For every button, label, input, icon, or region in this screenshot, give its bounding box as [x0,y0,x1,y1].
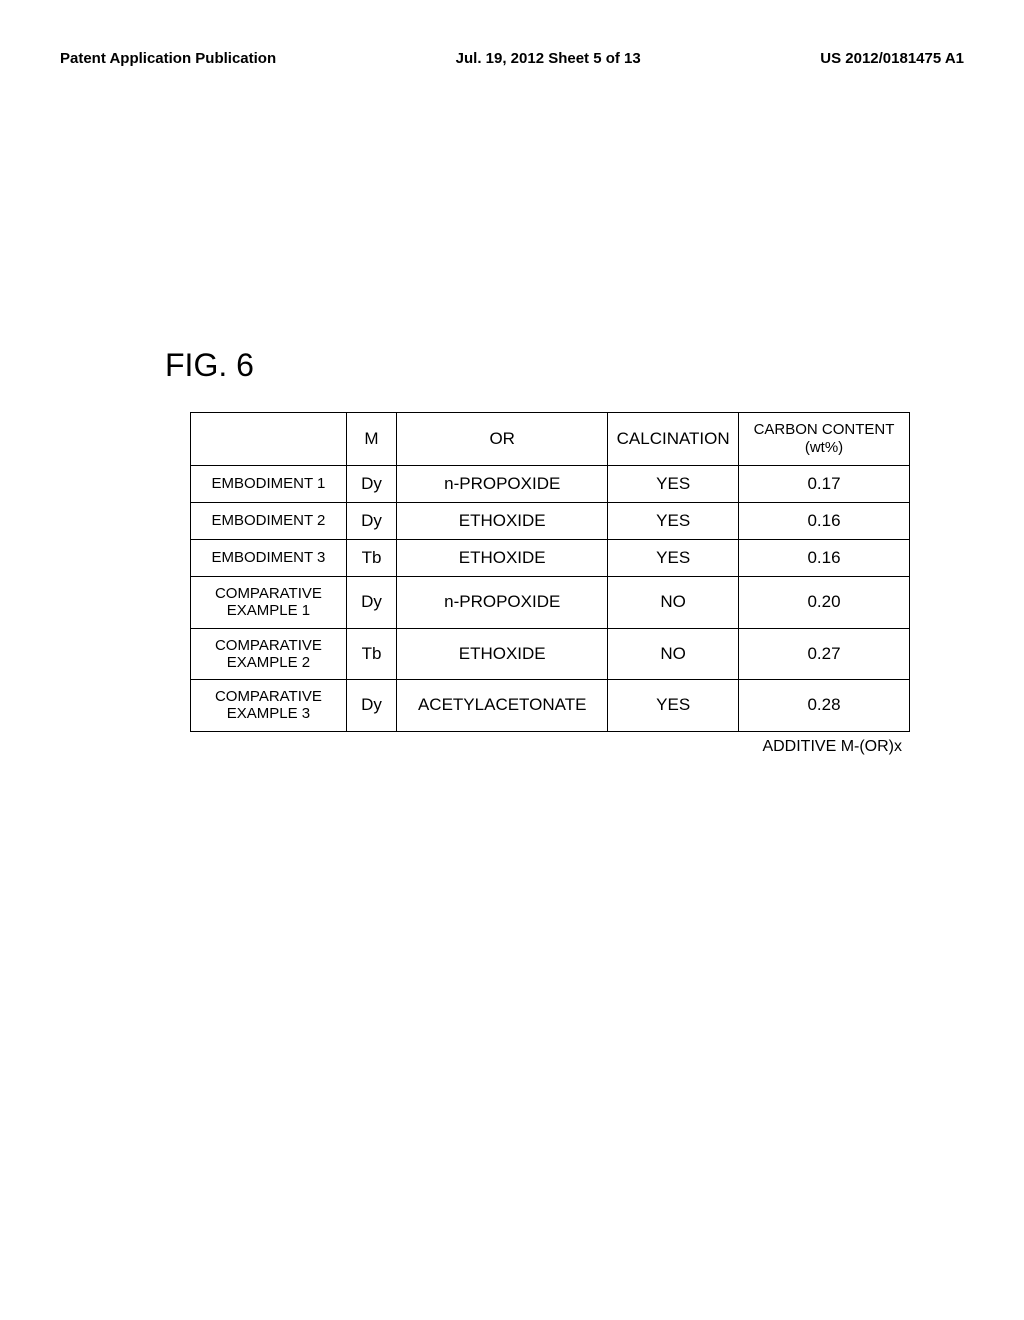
cell-m: Tb [346,540,396,577]
cell-calcination: NO [608,628,739,680]
cell-or: ETHOXIDE [397,628,608,680]
col-header-or: OR [397,413,608,466]
row-label: COMPARATIVE EXAMPLE 3 [191,680,347,732]
row-label-line2: EXAMPLE 2 [227,654,310,671]
table-row: EMBODIMENT 2 Dy ETHOXIDE YES 0.16 [191,503,910,540]
table-footnote: ADDITIVE M-(OR)x [190,738,910,756]
header-right: US 2012/0181475 A1 [820,50,964,67]
cell-carbon: 0.17 [739,466,910,503]
table-row: EMBODIMENT 3 Tb ETHOXIDE YES 0.16 [191,540,910,577]
cell-calcination: NO [608,577,739,629]
cell-calcination: YES [608,503,739,540]
row-label-line1: COMPARATIVE [215,688,322,705]
col-header-calcination: CALCINATION [608,413,739,466]
cell-carbon: 0.16 [739,503,910,540]
cell-carbon: 0.27 [739,628,910,680]
header-center: Jul. 19, 2012 Sheet 5 of 13 [456,50,641,67]
header-left: Patent Application Publication [60,50,276,67]
cell-or: ETHOXIDE [397,540,608,577]
carbon-header-line2: (wt%) [805,439,843,456]
cell-calcination: YES [608,540,739,577]
table-row: EMBODIMENT 1 Dy n-PROPOXIDE YES 0.17 [191,466,910,503]
cell-m: Dy [346,503,396,540]
figure-label: FIG. 6 [165,347,964,384]
cell-calcination: YES [608,466,739,503]
cell-calcination: YES [608,680,739,732]
data-table: M OR CALCINATION CARBON CONTENT (wt%) EM… [190,412,910,732]
row-label: COMPARATIVE EXAMPLE 1 [191,577,347,629]
page-header: Patent Application Publication Jul. 19, … [60,50,964,67]
col-header-carbon: CARBON CONTENT (wt%) [739,413,910,466]
table-header-row: M OR CALCINATION CARBON CONTENT (wt%) [191,413,910,466]
row-label: COMPARATIVE EXAMPLE 2 [191,628,347,680]
col-header-m: M [346,413,396,466]
data-table-container: M OR CALCINATION CARBON CONTENT (wt%) EM… [190,412,910,756]
row-label-line2: EXAMPLE 3 [227,705,310,722]
cell-m: Tb [346,628,396,680]
row-label-line2: EXAMPLE 1 [227,602,310,619]
table-row: COMPARATIVE EXAMPLE 1 Dy n-PROPOXIDE NO … [191,577,910,629]
row-label-line1: COMPARATIVE [215,637,322,654]
cell-or: ETHOXIDE [397,503,608,540]
carbon-header-line1: CARBON CONTENT [754,421,895,438]
cell-or: n-PROPOXIDE [397,466,608,503]
row-label: EMBODIMENT 3 [191,540,347,577]
row-label: EMBODIMENT 2 [191,503,347,540]
cell-m: Dy [346,680,396,732]
cell-carbon: 0.20 [739,577,910,629]
table-row: COMPARATIVE EXAMPLE 2 Tb ETHOXIDE NO 0.2… [191,628,910,680]
cell-carbon: 0.16 [739,540,910,577]
row-label: EMBODIMENT 1 [191,466,347,503]
table-row: COMPARATIVE EXAMPLE 3 Dy ACETYLACETONATE… [191,680,910,732]
cell-or: n-PROPOXIDE [397,577,608,629]
col-header-blank [191,413,347,466]
row-label-line1: COMPARATIVE [215,585,322,602]
cell-or: ACETYLACETONATE [397,680,608,732]
cell-carbon: 0.28 [739,680,910,732]
cell-m: Dy [346,577,396,629]
cell-m: Dy [346,466,396,503]
